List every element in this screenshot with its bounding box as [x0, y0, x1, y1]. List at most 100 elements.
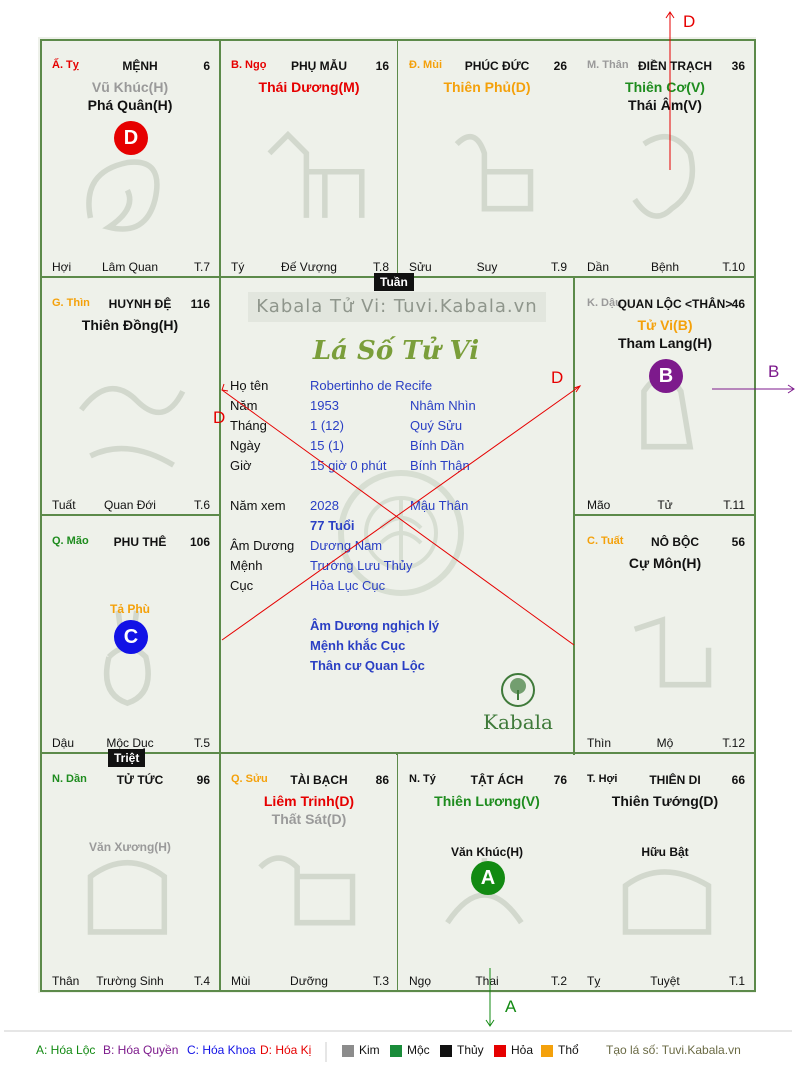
cell-bottom-left: Ngọ [409, 974, 432, 988]
palace-cell-dau[interactable]: K. Dậu QUAN LỘC <THÂN> 46 Tử Vi(B) Tham Lang… [577, 279, 753, 514]
palace-name: HUYNH ĐỆ [108, 297, 172, 311]
info-label: Âm Dương [230, 538, 295, 553]
zodiac-animal-icon [267, 130, 365, 218]
info-value: Robertinho de Recife [310, 378, 433, 393]
palace-number: 86 [375, 773, 389, 787]
info-extra: Nhâm Nhìn [410, 398, 476, 413]
cell-bottom-right: T.6 [193, 498, 210, 512]
palace-cell-dan[interactable]: N. Dần TỬ TỨC 96 Văn Xương(H) Thân Trường Sin… [42, 755, 218, 990]
element-label: Hỏa [511, 1043, 534, 1057]
palace-name: QUAN LỘC <THÂN> [617, 297, 733, 311]
palace-number: 116 [190, 297, 210, 311]
transform-badge-d: D [114, 121, 148, 155]
palace-number: 26 [553, 59, 567, 73]
cell-bottom-right: T.9 [550, 260, 567, 274]
grid-line [574, 514, 756, 516]
minor-star: Văn Khúc(H) [451, 845, 523, 859]
cell-bottom-mid: Mộc Dục [106, 736, 154, 750]
branch-label: Đ. Mùi [409, 59, 442, 71]
info-extra: Bính Thận [410, 458, 470, 473]
palace-cell-hoi[interactable]: T. Hợi THIÊN DI 66 Thiên Tướng(D) Hữu Bật Tỵ T… [577, 755, 753, 990]
main-star: Cự Môn(H) [628, 555, 702, 571]
info-label: Tháng [230, 418, 267, 433]
minor-star: Tả Phù [109, 602, 150, 616]
zodiac-animal-icon [633, 616, 712, 688]
palace-cell-tys[interactable]: N. Tý TẬT ÁCH 76 Thiên Lương(V) Văn Khúc(H) A… [399, 755, 575, 990]
minor-star: Văn Xương(H) [89, 840, 171, 854]
cell-bottom-left: Tuất [52, 498, 76, 512]
info-note: Mệnh khắc Cục [310, 638, 406, 653]
credit-link[interactable]: Tạo lá số: Tuvi.Kabala.vn [606, 1043, 741, 1057]
arrow-label-d-top: D [683, 12, 696, 31]
cell-bottom-mid: Mộ [656, 736, 674, 750]
info-value: 1953 [310, 398, 339, 413]
grid-line [396, 752, 398, 992]
main-star: Thất Sát(D) [271, 811, 347, 827]
zodiac-animal-icon [454, 133, 534, 212]
branch-label: Q. Mão [52, 535, 89, 547]
palace-name: ĐIỀN TRẠCH [638, 59, 712, 73]
kabala-tree-icon [501, 673, 535, 707]
cell-bottom-left: Mùi [231, 974, 251, 988]
swatch-hỏa [494, 1045, 506, 1057]
branch-label: N. Dần [52, 773, 87, 785]
cell-bottom-right: T.4 [193, 974, 210, 988]
zodiac-animal-icon [87, 859, 168, 935]
swatch-thổ [541, 1045, 553, 1057]
main-star: Phá Quân(H) [87, 97, 173, 113]
palace-cell-thin[interactable]: G. Thìn HUYNH ĐỆ 116 Thiên Đồng(H) Tuất Quan … [42, 279, 218, 514]
cell-bottom-left: Thìn [587, 736, 612, 750]
cell-bottom-right: T.1 [728, 974, 745, 988]
legend-hoa-khoa: C: Hóa Khoa [187, 1043, 256, 1057]
info-extra: Mậu Thân [410, 498, 469, 513]
info-value: Trường Lưu Thủy [310, 558, 413, 573]
swatch-mộc [390, 1045, 402, 1057]
palace-number: 16 [375, 59, 389, 73]
palace-cell-ty[interactable]: Ấ. Tỵ MỆNH 6 Vũ Khúc(H) Phá Quân(H) D Hợi Lâm Q… [42, 41, 218, 276]
palace-number: 96 [196, 773, 210, 787]
cell-bottom-mid: Quan Đới [104, 498, 156, 512]
info-label: Ngày [230, 438, 261, 453]
arrow-label-d-left: D [213, 408, 226, 427]
palace-cell-than[interactable]: M. Thân ĐIỀN TRẠCH 36 Thiên Cơ(V) Thái Âm(V)… [577, 41, 753, 276]
cell-bottom-left: Dậu [52, 736, 75, 750]
palace-cell-suu[interactable]: Q. Sửu TÀI BẠCH 86 Liêm Trinh(D) Thất Sát(D)… [221, 755, 397, 990]
branch-label: T. Hợi [587, 773, 618, 785]
info-label: Mệnh [230, 558, 263, 573]
palace-number: 6 [203, 59, 210, 73]
palace-number: 56 [731, 535, 745, 549]
arrow-label-a: A [505, 997, 517, 1016]
info-label: Giờ [230, 458, 252, 473]
grid-line [40, 752, 756, 754]
info-value: 15 giờ 0 phút [310, 458, 387, 473]
branch-label: B. Ngọ [231, 59, 267, 71]
grid-line [219, 39, 221, 992]
grid-line [40, 990, 756, 992]
main-star: Thái Âm(V) [628, 97, 702, 113]
swatch-thủy [440, 1045, 452, 1057]
cell-bottom-left: Tỵ [587, 974, 601, 988]
branch-label: Ấ. Tỵ [52, 59, 79, 71]
palace-cell-mao[interactable]: Q. Mão PHU THÊ 106 Tả Phù C Dậu Mộc Dục T.5 [42, 517, 218, 752]
cell-bottom-mid: Bệnh [650, 260, 680, 274]
palace-number: 66 [731, 773, 745, 787]
palace-cell-ngo[interactable]: B. Ngọ PHỤ MẪU 16 Thái Dương(M) Tý Đế Vượng T.… [221, 41, 397, 276]
cell-bottom-mid: Trường Sinh [96, 974, 164, 988]
chart-title: Lá Số Tử Vi [312, 336, 480, 366]
main-star: Thái Dương(M) [258, 79, 360, 95]
main-star: Thiên Cơ(V) [625, 79, 705, 95]
info-value: 1 (12) [310, 418, 344, 433]
branch-label: C. Tuất [587, 535, 624, 547]
main-star: Thiên Tướng(D) [611, 793, 719, 809]
info-label: Họ tên [230, 378, 269, 393]
palace-name: TẬT ÁCH [470, 773, 524, 787]
cell-bottom-left: Hợi [52, 260, 72, 274]
element-label: Thổ [558, 1043, 579, 1057]
cell-bottom-left: Mão [587, 498, 611, 512]
cell-bottom-right: T.12 [722, 736, 745, 750]
minor-star: Hữu Bật [641, 845, 689, 859]
arrow-label-b: B [768, 362, 780, 381]
info-label: Cục [230, 578, 254, 593]
palace-cell-tuat[interactable]: C. Tuất NÔ BỘC 56 Cự Môn(H) Thìn Mộ T.12 [577, 517, 753, 752]
palace-cell-mui[interactable]: Đ. Mùi PHÚC ĐỨC 26 Thiên Phủ(D) Sửu Suy T.9 [399, 41, 575, 276]
